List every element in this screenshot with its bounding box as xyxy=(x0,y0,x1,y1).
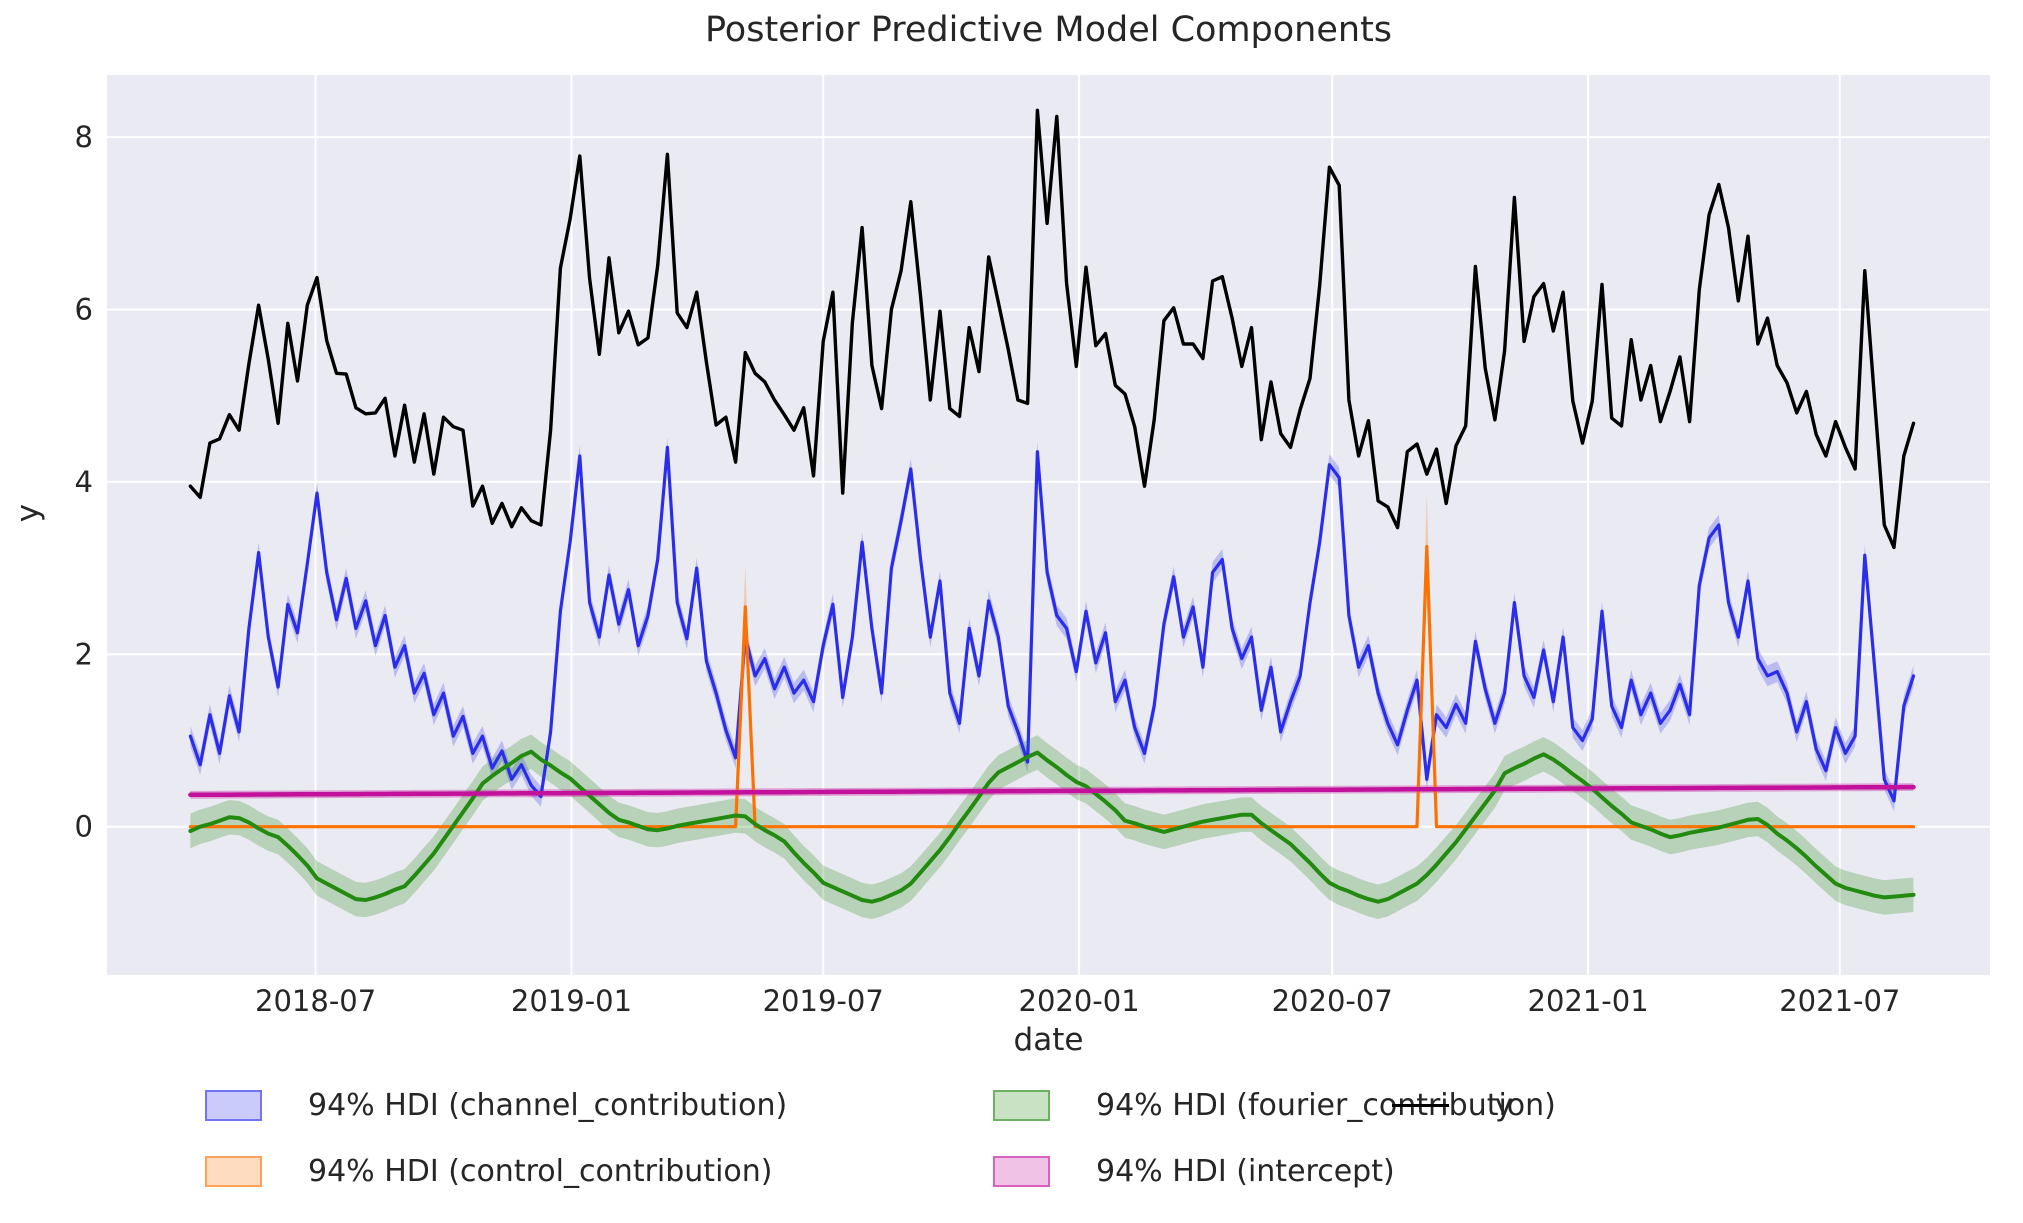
legend-label: 94% HDI (fourier_contribution) xyxy=(1096,1088,1556,1123)
legend-item-channel-contribution: 94% HDI (channel_contribution) xyxy=(205,1088,787,1123)
y-line-swatch xyxy=(1392,1104,1449,1107)
legend-item-fourier-contribution: 94% HDI (fourier_contribution) xyxy=(993,1088,1556,1123)
svg-text:2020-07: 2020-07 xyxy=(1272,984,1393,1018)
chart-title: Posterior Predictive Model Components xyxy=(704,10,1393,50)
control-hdi-swatch xyxy=(205,1156,262,1187)
gridlines xyxy=(107,75,1990,975)
svg-text:2: 2 xyxy=(75,637,93,671)
y-axis-label: y xyxy=(10,503,46,523)
legend-item-intercept: 94% HDI (intercept) xyxy=(993,1154,1395,1189)
svg-text:2020-01: 2020-01 xyxy=(1019,984,1140,1018)
svg-text:4: 4 xyxy=(75,465,93,499)
series-lines xyxy=(188,108,1916,904)
x-axis-label: date xyxy=(1013,1022,1084,1058)
legend-label: 94% HDI (control_contribution) xyxy=(308,1154,773,1189)
y-tick-labels: 8 6 4 2 0 xyxy=(75,120,93,844)
svg-text:0: 0 xyxy=(75,810,93,844)
x-tick-labels: 2018-07 2019-01 2019-07 2020-01 2020-07 2021-… xyxy=(255,984,1900,1018)
svg-text:8: 8 xyxy=(75,120,93,154)
svg-text:2019-01: 2019-01 xyxy=(511,984,632,1018)
legend-label: 94% HDI (intercept) xyxy=(1096,1154,1395,1189)
fourier-hdi-swatch xyxy=(993,1090,1050,1121)
legend-item-y: y xyxy=(1392,1088,1513,1123)
svg-text:6: 6 xyxy=(75,292,93,326)
legend-item-control-contribution: 94% HDI (control_contribution) xyxy=(205,1154,772,1189)
svg-text:2019-07: 2019-07 xyxy=(763,984,884,1018)
svg-text:2018-07: 2018-07 xyxy=(255,984,376,1018)
intercept-hdi-swatch xyxy=(993,1156,1050,1187)
channel-hdi-swatch xyxy=(205,1090,262,1121)
legend-label: 94% HDI (channel_contribution) xyxy=(308,1088,788,1123)
svg-text:2021-01: 2021-01 xyxy=(1528,984,1649,1018)
axes-background xyxy=(107,75,1990,975)
legend-label: y xyxy=(1495,1088,1513,1123)
svg-text:2021-07: 2021-07 xyxy=(1779,984,1900,1018)
